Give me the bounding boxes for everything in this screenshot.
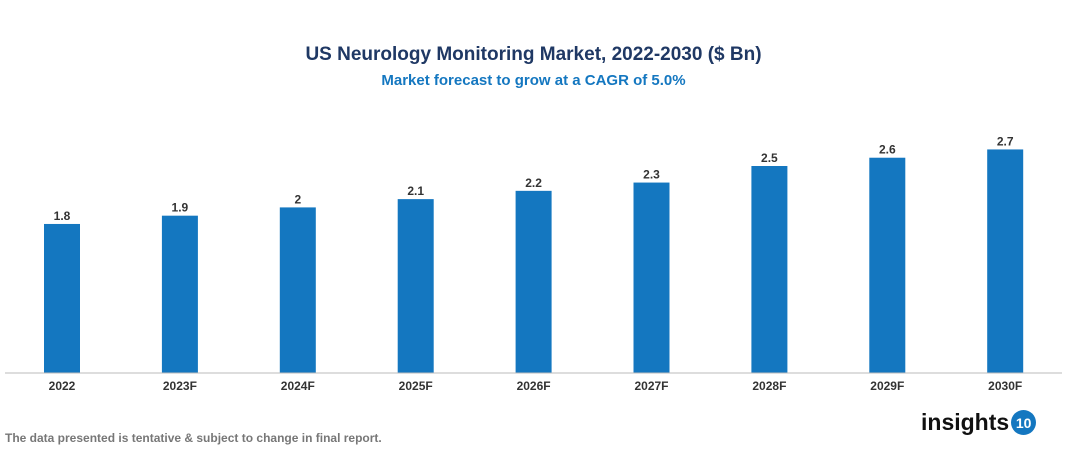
x-tick-label: 2030F — [988, 379, 1022, 393]
data-label: 2 — [294, 192, 301, 206]
x-tick-label: 2026F — [517, 379, 551, 393]
chart-subtitle: Market forecast to grow at a CAGR of 5.0… — [381, 72, 686, 89]
data-label: 2.2 — [525, 176, 542, 190]
data-label: 1.9 — [172, 201, 189, 215]
data-label: 1.8 — [54, 209, 71, 223]
x-tick-label: 2028F — [752, 379, 786, 393]
footnote: The data presented is tentative & subjec… — [5, 431, 382, 445]
bar — [869, 157, 906, 373]
bar — [279, 207, 316, 373]
bar — [633, 182, 670, 373]
x-tick-label: 2027F — [634, 379, 668, 393]
insights10-logo: insights 10 — [921, 409, 1037, 436]
data-label: 2.7 — [997, 134, 1014, 148]
x-tick-label: 2024F — [281, 379, 315, 393]
bar — [987, 149, 1024, 373]
bar — [751, 166, 788, 373]
data-label: 2.3 — [643, 168, 660, 182]
chart-title: US Neurology Monitoring Market, 2022-203… — [305, 44, 762, 65]
bar — [161, 215, 198, 373]
data-label: 2.5 — [761, 151, 778, 165]
x-tick-label: 2023F — [163, 379, 197, 393]
data-label: 2.1 — [407, 184, 424, 198]
bar — [515, 190, 552, 373]
x-tick-label: 2029F — [870, 379, 904, 393]
data-label: 2.6 — [879, 143, 896, 157]
x-tick-label: 2022 — [49, 379, 76, 393]
bar — [44, 223, 80, 373]
x-tick-label: 2025F — [399, 379, 433, 393]
bar — [397, 199, 434, 373]
